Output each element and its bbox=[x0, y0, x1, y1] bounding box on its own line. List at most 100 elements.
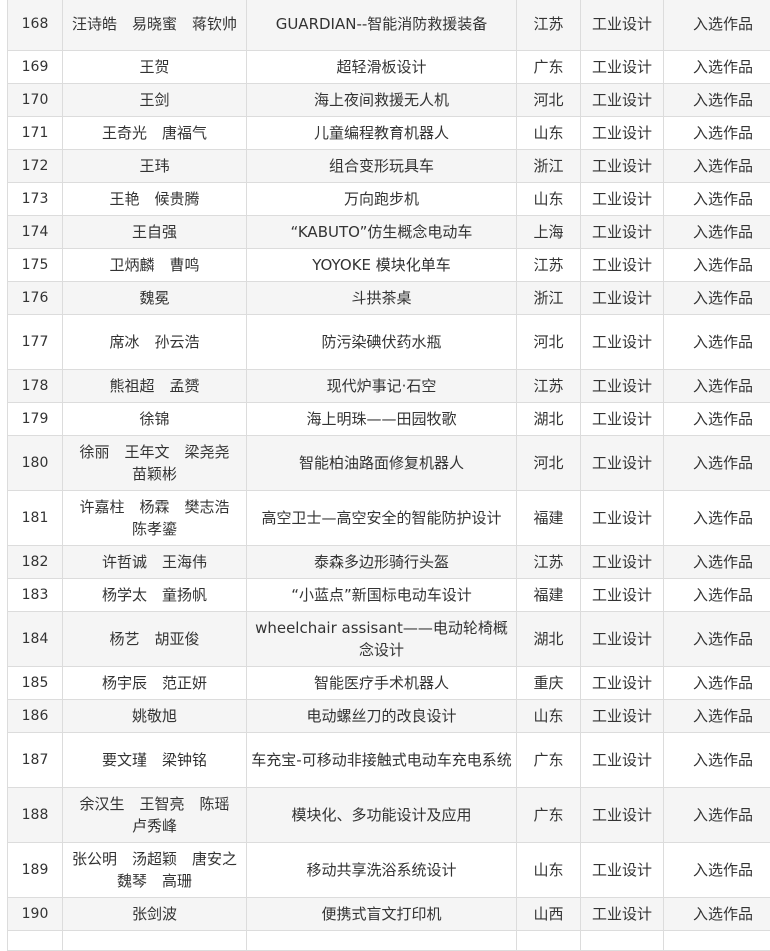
province-cell: 浙江 bbox=[517, 282, 581, 315]
empty-cell bbox=[247, 931, 517, 951]
award-level-cell: 入选作品 bbox=[664, 667, 770, 700]
province-cell: 河北 bbox=[517, 84, 581, 117]
work-title-cell: “小蓝点”新国标电动车设计 bbox=[247, 579, 517, 612]
category-cell: 工业设计 bbox=[581, 491, 664, 546]
category-cell: 工业设计 bbox=[581, 150, 664, 183]
empty-cell bbox=[581, 931, 664, 951]
work-title-cell: wheelchair assisant——电动轮椅概念设计 bbox=[247, 612, 517, 667]
province-cell: 重庆 bbox=[517, 667, 581, 700]
award-level-cell: 入选作品 bbox=[664, 117, 770, 150]
award-level-cell: 入选作品 bbox=[664, 282, 770, 315]
category-cell: 工业设计 bbox=[581, 733, 664, 788]
category-cell: 工业设计 bbox=[581, 579, 664, 612]
award-level-cell: 入选作品 bbox=[664, 315, 770, 370]
category-cell: 工业设计 bbox=[581, 788, 664, 843]
authors-cell: 张剑波 bbox=[63, 898, 247, 931]
award-level-cell: 入选作品 bbox=[664, 491, 770, 546]
authors-cell: 卫炳麟 曹鸣 bbox=[63, 249, 247, 282]
authors-cell: 王贺 bbox=[63, 51, 247, 84]
authors-cell: 余汉生 王智亮 陈瑶 卢秀峰 bbox=[63, 788, 247, 843]
province-cell: 江苏 bbox=[517, 249, 581, 282]
province-cell: 浙江 bbox=[517, 150, 581, 183]
award-level-cell: 入选作品 bbox=[664, 0, 770, 51]
province-cell: 山西 bbox=[517, 898, 581, 931]
award-level-cell: 入选作品 bbox=[664, 370, 770, 403]
authors-cell: 王玮 bbox=[63, 150, 247, 183]
row-number-cell: 184 bbox=[8, 612, 63, 667]
work-title-cell: 组合变形玩具车 bbox=[247, 150, 517, 183]
award-level-cell: 入选作品 bbox=[664, 733, 770, 788]
work-title-cell: 泰森多边形骑行头盔 bbox=[247, 546, 517, 579]
award-level-cell: 入选作品 bbox=[664, 898, 770, 931]
empty-cell bbox=[63, 931, 247, 951]
work-title-cell: 超轻滑板设计 bbox=[247, 51, 517, 84]
award-level-cell: 入选作品 bbox=[664, 579, 770, 612]
province-cell: 河北 bbox=[517, 315, 581, 370]
row-number-cell: 187 bbox=[8, 733, 63, 788]
province-cell: 福建 bbox=[517, 491, 581, 546]
category-cell: 工业设计 bbox=[581, 216, 664, 249]
row-number-cell: 174 bbox=[8, 216, 63, 249]
work-title-cell: “KABUTO”仿生概念电动车 bbox=[247, 216, 517, 249]
category-cell: 工业设计 bbox=[581, 117, 664, 150]
work-title-cell: 现代炉事记·石空 bbox=[247, 370, 517, 403]
authors-cell: 席冰 孙云浩 bbox=[63, 315, 247, 370]
category-cell: 工业设计 bbox=[581, 282, 664, 315]
award-level-cell: 入选作品 bbox=[664, 249, 770, 282]
row-number-cell: 176 bbox=[8, 282, 63, 315]
province-cell: 湖北 bbox=[517, 612, 581, 667]
work-title-cell: 智能柏油路面修复机器人 bbox=[247, 436, 517, 491]
row-number-cell: 170 bbox=[8, 84, 63, 117]
province-cell: 江苏 bbox=[517, 546, 581, 579]
award-level-cell: 入选作品 bbox=[664, 843, 770, 898]
row-number-cell: 173 bbox=[8, 183, 63, 216]
authors-cell: 王艳 候贵腾 bbox=[63, 183, 247, 216]
province-cell: 山东 bbox=[517, 183, 581, 216]
work-title-cell: 防污染碘伏药水瓶 bbox=[247, 315, 517, 370]
work-title-cell: 斗拱茶桌 bbox=[247, 282, 517, 315]
province-cell: 江苏 bbox=[517, 370, 581, 403]
authors-cell: 许嘉柱 杨霖 樊志浩 陈孝鎏 bbox=[63, 491, 247, 546]
work-title-cell: 便携式盲文打印机 bbox=[247, 898, 517, 931]
award-level-cell: 入选作品 bbox=[664, 51, 770, 84]
category-cell: 工业设计 bbox=[581, 84, 664, 117]
work-title-cell: 儿童编程教育机器人 bbox=[247, 117, 517, 150]
category-cell: 工业设计 bbox=[581, 700, 664, 733]
category-cell: 工业设计 bbox=[581, 436, 664, 491]
authors-cell: 熊祖超 孟赟 bbox=[63, 370, 247, 403]
authors-cell: 张公明 汤超颖 唐安之 魏琴 高珊 bbox=[63, 843, 247, 898]
work-title-cell: 智能医疗手术机器人 bbox=[247, 667, 517, 700]
row-number-cell: 178 bbox=[8, 370, 63, 403]
authors-cell: 汪诗皓 易晓蜜 蒋钦帅 bbox=[63, 0, 247, 51]
authors-cell: 徐丽 王年文 梁尧尧 苗颖彬 bbox=[63, 436, 247, 491]
empty-cell bbox=[664, 931, 770, 951]
category-cell: 工业设计 bbox=[581, 843, 664, 898]
authors-cell: 许哲诚 王海伟 bbox=[63, 546, 247, 579]
work-title-cell: 电动螺丝刀的改良设计 bbox=[247, 700, 517, 733]
authors-cell: 徐锦 bbox=[63, 403, 247, 436]
award-level-cell: 入选作品 bbox=[664, 436, 770, 491]
category-cell: 工业设计 bbox=[581, 898, 664, 931]
row-number-cell: 179 bbox=[8, 403, 63, 436]
row-number-cell: 190 bbox=[8, 898, 63, 931]
province-cell: 山东 bbox=[517, 843, 581, 898]
row-number-cell: 177 bbox=[8, 315, 63, 370]
row-number-cell: 185 bbox=[8, 667, 63, 700]
